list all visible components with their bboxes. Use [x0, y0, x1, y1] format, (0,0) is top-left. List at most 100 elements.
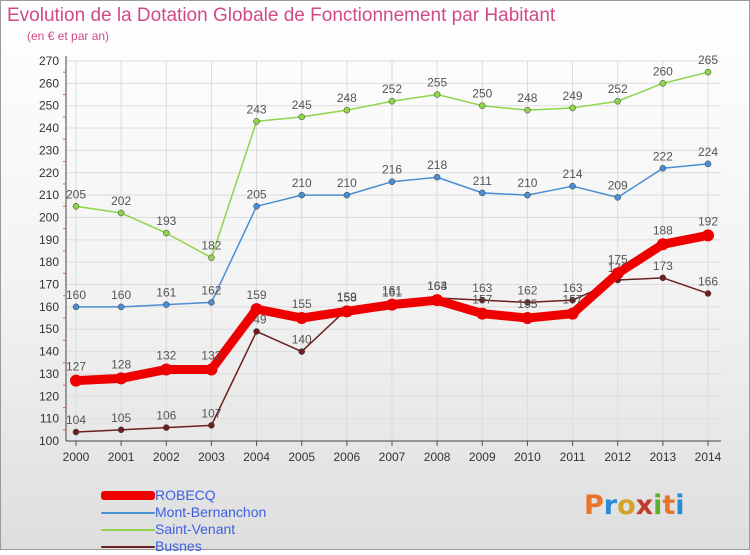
data-point-mont-bernanchon [659, 165, 667, 172]
data-point-robecq [340, 305, 353, 318]
data-point-busnes [72, 428, 80, 436]
data-label-robecq: 163 [427, 279, 447, 293]
y-tick-label: 190 [39, 233, 59, 247]
data-point-mont-bernanchon [117, 303, 125, 311]
data-point-mont-bernanchon [298, 191, 305, 199]
x-tick-label: 2002 [153, 450, 180, 464]
data-point-robecq [521, 312, 534, 325]
y-tick-label: 260 [39, 76, 59, 90]
data-label-mont-bernanchon: 161 [156, 286, 176, 300]
data-point-mont-bernanchon [388, 178, 396, 185]
x-tick-label: 2012 [604, 450, 631, 464]
data-label-mont-bernanchon: 224 [698, 145, 718, 159]
data-label-robecq: 157 [563, 293, 583, 307]
data-point-saint-venant [388, 97, 396, 105]
data-point-saint-venant [614, 97, 621, 105]
data-label-busnes: 163 [563, 281, 583, 295]
data-point-busnes [659, 274, 667, 282]
data-label-robecq: 157 [472, 293, 492, 307]
data-label-mont-bernanchon: 214 [563, 167, 583, 181]
data-label-mont-bernanchon: 216 [382, 163, 402, 177]
data-label-saint-venant: 260 [653, 64, 673, 78]
legend-label: Mont-Bernanchon [155, 504, 267, 520]
chart-subtitle: (en € et par an) [27, 29, 110, 43]
proxiti-logo: Proxiti [584, 490, 685, 521]
legend-item: Busnes [101, 538, 266, 555]
data-label-mont-bernanchon: 162 [201, 283, 221, 297]
y-tick-label: 250 [39, 99, 59, 113]
data-point-busnes [704, 290, 712, 297]
y-tick-label: 100 [39, 434, 59, 448]
data-label-mont-bernanchon: 160 [111, 288, 131, 302]
data-label-robecq: 132 [156, 348, 176, 362]
y-tick-label: 120 [39, 389, 59, 403]
data-label-busnes: 107 [201, 406, 221, 420]
data-label-busnes: 164 [427, 279, 447, 293]
data-label-robecq: 159 [247, 288, 267, 302]
data-point-busnes [479, 296, 486, 304]
data-point-busnes [163, 424, 170, 431]
data-label-mont-bernanchon: 222 [653, 149, 673, 163]
data-point-mont-bernanchon [208, 299, 215, 306]
data-label-robecq: 155 [517, 297, 537, 311]
data-label-mont-bernanchon: 210 [337, 176, 357, 190]
data-point-mont-bernanchon [479, 189, 486, 197]
x-tick-label: 2011 [560, 450, 586, 464]
y-tick-label: 160 [39, 300, 59, 314]
y-tick-label: 180 [39, 255, 59, 269]
data-point-saint-venant [704, 68, 712, 76]
data-point-robecq [250, 303, 263, 316]
data-label-mont-bernanchon: 210 [517, 176, 537, 190]
y-tick-label: 200 [39, 210, 59, 224]
data-label-mont-bernanchon: 218 [427, 158, 447, 172]
data-label-robecq: 158 [337, 290, 357, 304]
data-point-saint-venant [298, 113, 305, 121]
legend-item: Saint-Venant [101, 521, 266, 538]
data-label-saint-venant: 182 [201, 239, 221, 253]
x-tick-label: 2009 [469, 450, 496, 464]
y-tick-label: 140 [39, 345, 59, 359]
data-label-saint-venant: 202 [111, 194, 131, 208]
data-point-mont-bernanchon [524, 191, 531, 199]
y-tick-label: 150 [39, 322, 59, 336]
data-label-saint-venant: 252 [382, 82, 402, 96]
data-point-saint-venant [253, 118, 260, 125]
data-label-busnes: 163 [472, 281, 492, 295]
legend-label: Busnes [155, 538, 202, 554]
data-label-robecq: 188 [653, 223, 673, 237]
y-tick-label: 230 [39, 143, 59, 157]
data-label-saint-venant: 265 [698, 53, 718, 67]
data-label-saint-venant: 255 [427, 76, 447, 90]
x-tick-label: 2005 [288, 450, 315, 464]
data-point-robecq [476, 307, 489, 320]
data-label-saint-venant: 248 [337, 91, 357, 105]
data-point-busnes [208, 422, 215, 429]
y-tick-label: 270 [39, 54, 59, 68]
data-label-busnes: 166 [698, 274, 718, 288]
data-label-busnes: 159 [337, 290, 357, 304]
y-tick-label: 130 [39, 367, 59, 381]
legend-swatch [101, 511, 155, 514]
data-point-saint-venant [479, 102, 486, 109]
data-label-mont-bernanchon: 211 [473, 174, 492, 188]
data-point-mont-bernanchon [704, 160, 712, 168]
data-label-saint-venant: 243 [247, 102, 267, 116]
data-point-robecq [205, 363, 218, 376]
data-label-robecq: 192 [698, 214, 718, 228]
data-point-robecq [115, 372, 128, 385]
data-label-busnes: 162 [517, 283, 537, 297]
data-point-robecq [702, 229, 714, 242]
chart-title: Evolution de la Dotation Globale de Fonc… [7, 5, 556, 26]
data-label-busnes: 161 [382, 286, 402, 300]
y-tick-label: 240 [39, 121, 59, 135]
data-point-mont-bernanchon [163, 301, 170, 308]
data-point-mont-bernanchon [72, 303, 80, 311]
data-point-saint-venant [163, 229, 170, 237]
data-point-busnes [569, 296, 576, 304]
legend-swatch [101, 545, 155, 548]
data-label-busnes: 104 [66, 413, 86, 427]
data-label-robecq: 175 [608, 252, 628, 266]
x-tick-label: 2008 [424, 450, 451, 464]
x-tick-label: 2006 [334, 450, 361, 464]
